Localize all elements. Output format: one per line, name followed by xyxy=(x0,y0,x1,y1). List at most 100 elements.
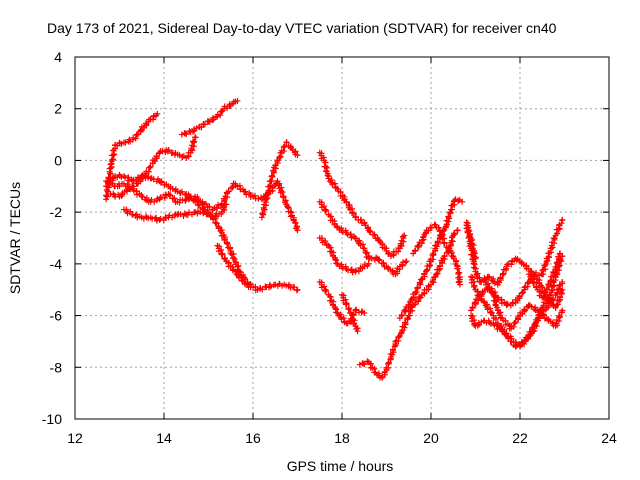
data-point xyxy=(154,110,161,117)
data-point xyxy=(474,322,481,329)
data-point xyxy=(360,360,367,367)
data-point xyxy=(508,338,515,345)
data-point xyxy=(454,265,461,272)
y-tick-label: -2 xyxy=(50,204,63,220)
data-point xyxy=(159,194,166,201)
data-point xyxy=(157,179,164,186)
data-point xyxy=(539,267,546,274)
data-point xyxy=(518,290,525,297)
data-point xyxy=(165,147,172,154)
data-point xyxy=(407,299,414,306)
data-point xyxy=(138,172,145,179)
data-point xyxy=(171,195,178,202)
data-point xyxy=(530,323,537,330)
axis-ticks xyxy=(74,56,610,420)
x-tick-label: 22 xyxy=(512,430,528,446)
data-point xyxy=(206,203,213,210)
series-track-i xyxy=(316,149,408,260)
data-point xyxy=(350,210,357,217)
data-point xyxy=(130,176,137,183)
data-point xyxy=(441,240,448,247)
data-point xyxy=(196,202,203,209)
data-point xyxy=(533,269,540,276)
y-tick-label: -10 xyxy=(42,411,62,427)
data-point xyxy=(421,271,428,278)
data-point xyxy=(203,211,210,218)
data-point xyxy=(321,283,328,290)
data-point xyxy=(466,232,473,239)
data-point xyxy=(150,116,157,123)
data-point xyxy=(103,192,110,199)
data-point xyxy=(203,200,210,207)
data-point xyxy=(238,273,245,280)
data-point xyxy=(471,250,478,257)
data-point xyxy=(122,139,129,146)
data-point xyxy=(415,298,422,305)
data-point xyxy=(521,307,528,314)
data-point xyxy=(286,281,293,288)
x-tick-label: 12 xyxy=(67,430,83,446)
data-point xyxy=(167,191,174,198)
series-track-v xyxy=(525,250,564,301)
data-point xyxy=(267,283,274,290)
data-point xyxy=(406,312,413,319)
data-point xyxy=(416,279,423,286)
series-track-m xyxy=(339,291,361,335)
data-point xyxy=(516,293,523,300)
data-point xyxy=(276,154,283,161)
data-point xyxy=(551,235,558,242)
data-point xyxy=(389,347,396,354)
data-point xyxy=(398,330,405,337)
data-point xyxy=(192,134,199,141)
data-point xyxy=(420,234,427,241)
data-point xyxy=(526,331,533,338)
data-point xyxy=(348,266,355,273)
data-point xyxy=(489,309,496,316)
data-point xyxy=(357,216,364,223)
data-point xyxy=(402,307,409,314)
data-point xyxy=(294,286,301,293)
x-axis-label: GPS time / hours xyxy=(287,458,394,474)
data-point xyxy=(352,235,359,242)
data-point xyxy=(553,260,560,267)
data-point xyxy=(259,286,266,293)
data-point xyxy=(380,260,387,267)
y-tick-label: 4 xyxy=(54,49,62,65)
data-point xyxy=(223,201,230,208)
data-point xyxy=(268,172,275,179)
data-point xyxy=(182,130,189,137)
data-point xyxy=(198,124,205,131)
data-point xyxy=(456,281,463,288)
data-point xyxy=(193,198,200,205)
data-point xyxy=(521,284,528,291)
data-point xyxy=(500,270,507,277)
data-point xyxy=(398,311,405,318)
data-point xyxy=(450,230,457,237)
data-point xyxy=(353,267,360,274)
data-point xyxy=(551,282,558,289)
y-axis-label: SDTVAR / TECUs xyxy=(7,182,23,294)
data-point xyxy=(262,283,269,290)
x-tick-label: 18 xyxy=(334,430,350,446)
data-point xyxy=(486,274,493,281)
data-point xyxy=(251,192,258,199)
chart-title: Day 173 of 2021, Sidereal Day-to-day VTE… xyxy=(47,20,557,36)
data-point xyxy=(263,192,270,199)
data-point xyxy=(508,261,515,268)
data-point xyxy=(220,204,227,211)
data-point xyxy=(557,250,564,257)
data-point xyxy=(190,139,197,146)
data-point xyxy=(219,251,226,258)
data-point xyxy=(425,227,432,234)
data-point xyxy=(274,158,281,165)
data-point xyxy=(217,112,224,119)
data-point xyxy=(545,282,552,289)
data-point xyxy=(360,245,367,252)
series-track-t xyxy=(481,276,566,332)
series-track-g xyxy=(214,242,254,291)
data-point xyxy=(371,231,378,238)
data-point xyxy=(158,178,165,185)
data-point xyxy=(353,306,360,313)
y-tick-label: 2 xyxy=(54,101,62,117)
